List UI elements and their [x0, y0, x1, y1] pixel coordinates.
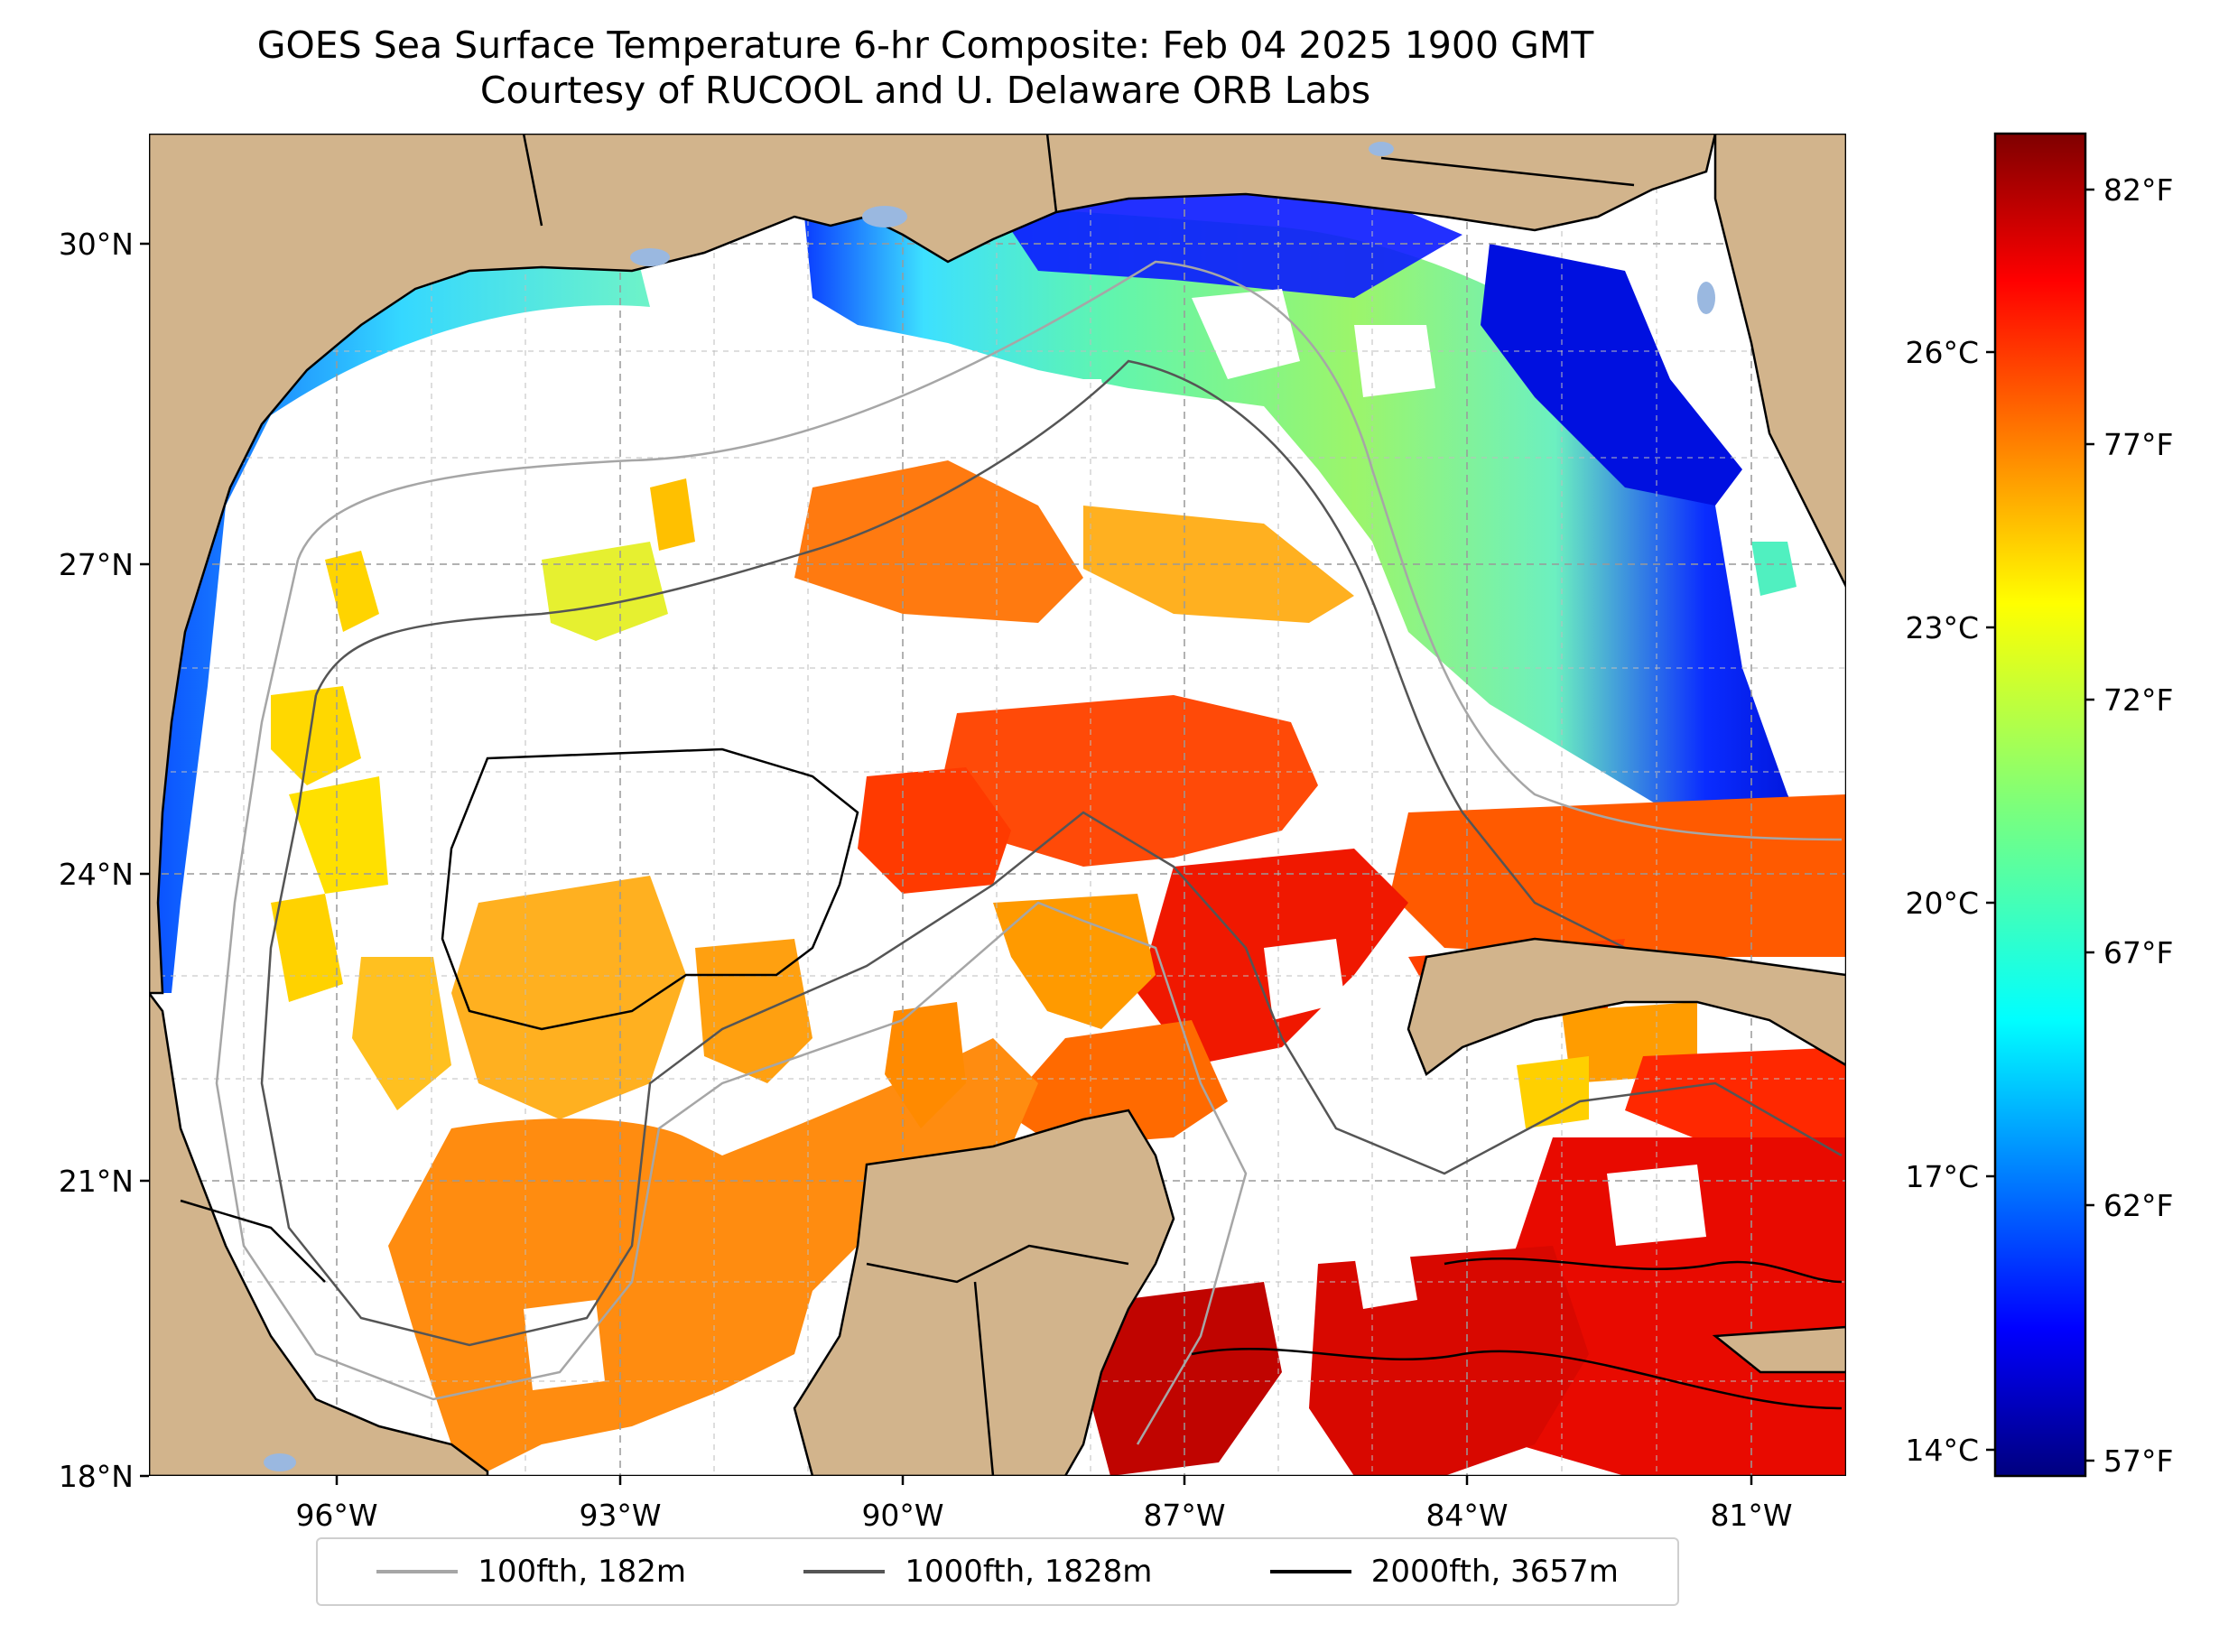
celsius-label: 26°C [1905, 335, 1979, 370]
figure-title-line1: GOES Sea Surface Temperature 6-hr Compos… [256, 23, 1594, 67]
fahrenheit-label: 57°F [2103, 1443, 2173, 1479]
celsius-label: 14°C [1905, 1433, 1979, 1468]
lakes [264, 142, 1715, 1471]
map-area [149, 134, 1846, 1476]
fahrenheit-label: 72°F [2103, 682, 2173, 718]
fahrenheit-label: 77°F [2103, 427, 2173, 462]
lon-label: 84°W [1425, 1498, 1508, 1533]
lon-label: 90°W [861, 1498, 943, 1533]
lat-label: 30°N [59, 227, 134, 262]
lon-label: 87°W [1143, 1498, 1225, 1533]
legend-item-100fth: 100fth, 182m [376, 1554, 686, 1590]
legend-label: 1000fth, 1828m [905, 1554, 1153, 1590]
fahrenheit-label: 62°F [2103, 1188, 2173, 1223]
borders [180, 134, 1635, 1476]
fahrenheit-label: 82°F [2103, 172, 2173, 208]
lon-label: 96°W [295, 1498, 377, 1533]
lon-label: 81°W [1710, 1498, 1792, 1533]
contour-legend: 100fth, 182m 1000fth, 1828m 2000fth, 365… [316, 1537, 1679, 1606]
land [149, 134, 1846, 1476]
legend-label: 100fth, 182m [478, 1554, 686, 1590]
latitude-labels: 30°N 27°N 24°N 21°N 18°N [59, 227, 134, 1494]
legend-swatch [376, 1570, 459, 1573]
legend-item-2000fth: 2000fth, 3657m [1269, 1554, 1619, 1590]
legend-swatch [803, 1570, 886, 1573]
lat-label: 27°N [59, 547, 134, 582]
bathymetry-contours [215, 260, 1843, 1445]
lon-label: 93°W [579, 1498, 661, 1533]
legend-label: 2000fth, 3657m [1370, 1554, 1619, 1590]
fahrenheit-label: 67°F [2103, 935, 2173, 970]
colorbar-gradient [1993, 132, 2087, 1478]
lat-label: 24°N [59, 857, 134, 892]
figure-title-line2: Courtesy of RUCOOL and U. Delaware ORB L… [479, 69, 1371, 112]
colorbar: 26°C 23°C 20°C 17°C 14°C 82°F 77°F 72°F … [1905, 132, 2173, 1479]
lat-label: 18°N [59, 1459, 134, 1494]
celsius-label: 17°C [1905, 1159, 1979, 1194]
longitude-labels: 96°W 93°W 90°W 87°W 84°W 81°W [295, 1498, 1792, 1533]
legend-item-1000fth: 1000fth, 1828m [803, 1554, 1152, 1590]
lat-label: 21°N [59, 1164, 134, 1199]
legend-swatch [1269, 1570, 1351, 1573]
celsius-label: 23°C [1905, 610, 1979, 645]
celsius-label: 20°C [1905, 886, 1979, 921]
